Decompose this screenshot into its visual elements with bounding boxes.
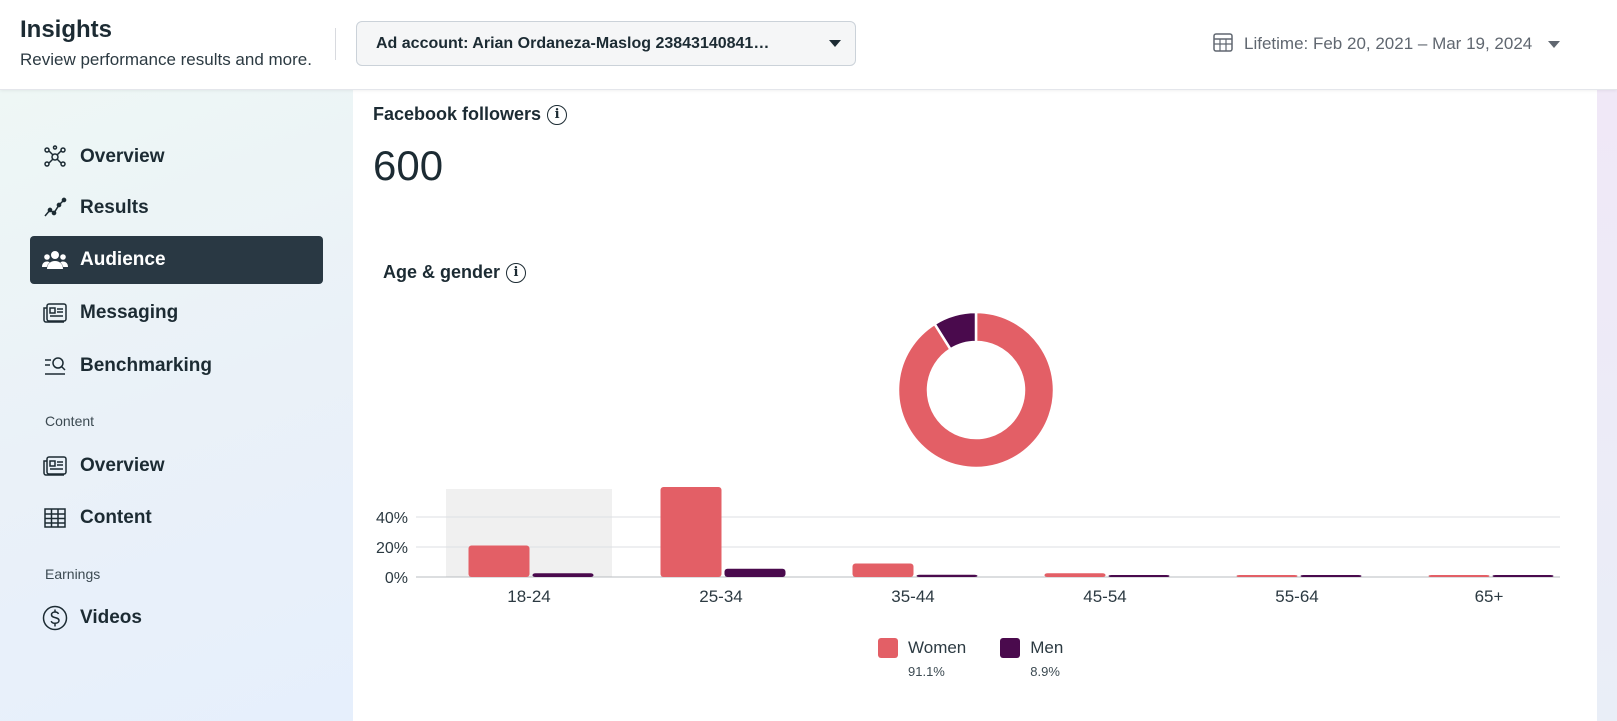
followers-count: 600 — [373, 142, 444, 189]
legend-pct-men: 8.9% — [1030, 664, 1060, 679]
sidebar-item-label: Content — [80, 507, 152, 528]
bar-men-45-54 — [1108, 575, 1170, 577]
donut-slice-men — [932, 310, 978, 352]
legend-pct-women: 91.1% — [908, 664, 945, 679]
date-range-value: Lifetime: Feb 20, 2021 – Mar 19, 2024 — [1244, 34, 1533, 53]
bar-men-55-64 — [1300, 575, 1362, 577]
legend-label-women: Women — [908, 638, 967, 657]
followers-title-text: Facebook followers — [373, 104, 542, 124]
date-range-picker[interactable]: Lifetime: Feb 20, 2021 – Mar 19, 2024 — [1212, 28, 1561, 60]
bar-women-65+ — [1428, 575, 1490, 577]
chevron-down-icon — [829, 40, 841, 47]
chevron-down-icon — [1548, 40, 1561, 48]
sidebar-item-videos[interactable]: Videos — [30, 594, 323, 642]
bar-women-25-34 — [660, 487, 722, 577]
x-tick-label: 25-34 — [699, 587, 742, 606]
x-tick-label: 55-64 — [1275, 587, 1318, 606]
header-divider — [335, 28, 336, 60]
sidebar-item-label: Audience — [80, 249, 166, 270]
sidebar-item-content-overview[interactable]: Overview — [30, 442, 323, 490]
y-tick-label: 40% — [376, 510, 408, 527]
main-content: Facebook followers i 600 Age & gender i … — [353, 90, 1597, 721]
legend-swatch-men — [1000, 638, 1021, 658]
ad-account-select[interactable]: Ad account: Arian Ordaneza-Maslog 238431… — [356, 21, 856, 66]
legend-swatch-women — [878, 638, 898, 658]
age-gender-chart: 0% 20% 40% 18-24 25-34 35-44 45-54 55-64 65+ — [376, 310, 1560, 606]
sidebar-item-label: Overview — [80, 146, 165, 167]
info-icon[interactable]: i — [506, 262, 527, 283]
sidebar-item-audience[interactable]: Audience — [30, 236, 323, 284]
legend-item-men[interactable]: Men 8.9% — [1000, 638, 1063, 679]
table-grid-icon — [42, 505, 68, 531]
section-label-earnings: Earnings — [45, 566, 101, 582]
section-label-content: Content — [45, 413, 95, 429]
right-edge-strip — [1597, 90, 1617, 721]
x-tick-label: 18-24 — [507, 587, 550, 606]
sidebar: Overview Results Audience Messaging Benc… — [0, 90, 353, 721]
sidebar-item-overview[interactable]: Overview — [30, 133, 323, 181]
bar-women-18-24 — [468, 545, 530, 577]
followers-title: Facebook followers i — [373, 104, 568, 125]
content-overview-icon — [42, 453, 68, 479]
calendar-icon — [1212, 31, 1234, 58]
sidebar-item-messaging[interactable]: Messaging — [30, 289, 323, 337]
sidebar-item-content[interactable]: Content — [30, 494, 323, 542]
x-tick-label: 35-44 — [891, 587, 934, 606]
x-tick-label: 45-54 — [1083, 587, 1126, 606]
ad-account-select-value: Ad account: Arian Ordaneza-Maslog 238431… — [376, 34, 770, 52]
sidebar-item-label: Overview — [80, 455, 165, 476]
bar-men-35-44 — [916, 574, 978, 577]
chart-legend: Women 91.1% Men 8.9% — [878, 638, 1097, 679]
messaging-icon — [42, 300, 68, 326]
bar-men-18-24 — [532, 573, 594, 577]
sidebar-item-label: Messaging — [80, 302, 179, 323]
legend-label-men: Men — [1030, 638, 1064, 657]
x-tick-label: 65+ — [1475, 587, 1504, 606]
dollar-circle-icon — [42, 605, 68, 631]
y-tick-label: 0% — [385, 570, 408, 587]
sidebar-item-label: Results — [80, 197, 149, 218]
sidebar-item-results[interactable]: Results — [30, 184, 323, 232]
audience-people-icon — [42, 247, 68, 273]
results-line-icon — [42, 195, 68, 221]
page-title: Insights — [20, 16, 113, 43]
legend-item-women[interactable]: Women 91.1% — [878, 638, 966, 679]
benchmarking-search-icon — [42, 353, 68, 379]
page-subtitle: Review performance results and more. — [20, 50, 312, 69]
age-gender-title: Age & gender i — [383, 262, 527, 283]
sidebar-item-label: Videos — [80, 607, 142, 628]
sidebar-item-benchmarking[interactable]: Benchmarking — [30, 342, 323, 390]
info-icon[interactable]: i — [547, 104, 568, 125]
bar-women-55-64 — [1236, 575, 1298, 577]
donut-slice-women — [896, 310, 1056, 470]
y-tick-label: 20% — [376, 540, 408, 557]
bar-women-45-54 — [1044, 573, 1106, 577]
overview-network-icon — [42, 144, 68, 170]
bar-men-65+ — [1492, 575, 1554, 577]
age-gender-title-text: Age & gender — [383, 262, 501, 282]
sidebar-item-label: Benchmarking — [80, 355, 212, 376]
page-header: Insights Review performance results and … — [0, 0, 1617, 90]
bar-women-35-44 — [852, 563, 914, 577]
bar-men-25-34 — [724, 568, 786, 577]
